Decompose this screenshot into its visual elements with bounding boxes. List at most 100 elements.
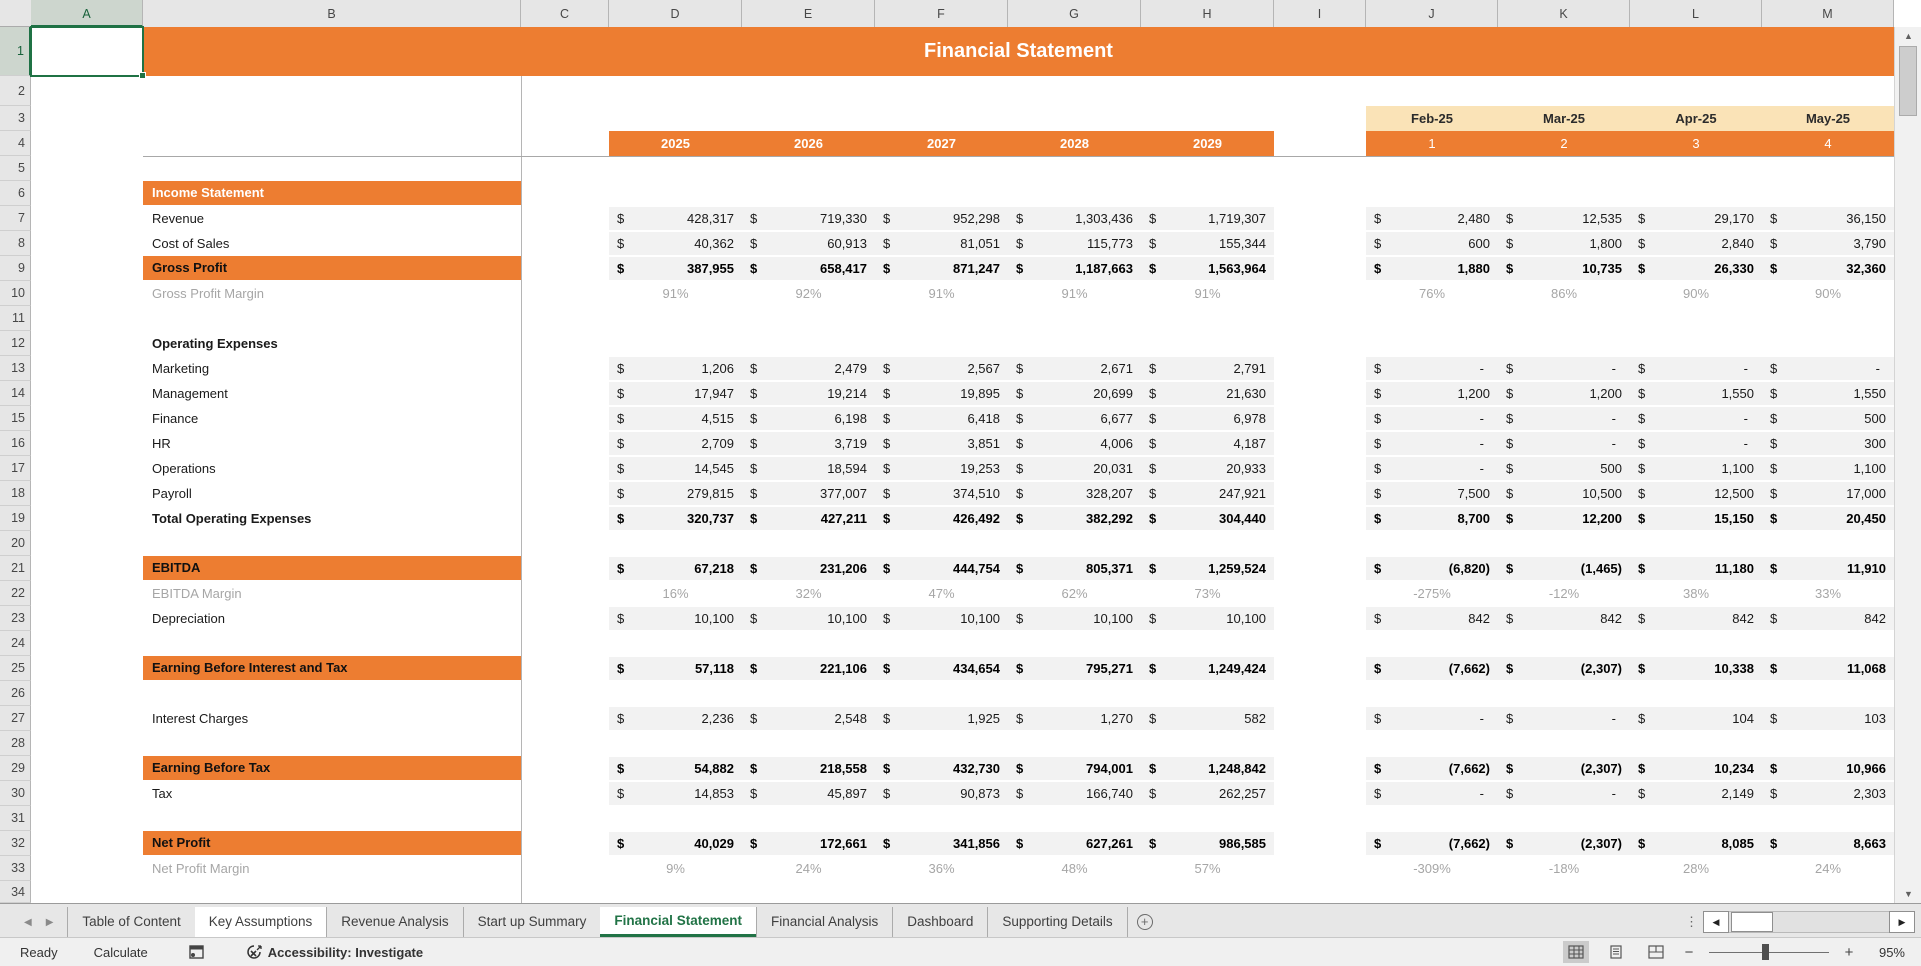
cell-currency[interactable]: $719,330: [742, 206, 875, 231]
cell-currency[interactable]: $ -: [1498, 406, 1630, 431]
cell-currency[interactable]: $10,100: [609, 606, 742, 631]
row-label-cost-of-sales[interactable]: Cost of Sales: [152, 236, 230, 251]
cell-percent[interactable]: 24%: [795, 861, 822, 876]
cell-currency[interactable]: $19,895: [875, 381, 1008, 406]
cell-currency[interactable]: $842: [1366, 606, 1498, 631]
cell-currency[interactable]: $247,921: [1141, 481, 1274, 506]
cell-percent[interactable]: 90%: [1814, 286, 1842, 301]
row-header-16[interactable]: 16: [0, 431, 31, 456]
row-header-6[interactable]: 6: [0, 181, 31, 206]
zoom-in-button[interactable]: +: [1844, 943, 1854, 961]
sheet-nav-right-icon[interactable]: ▶: [45, 916, 54, 928]
cell-currency[interactable]: $20,031: [1008, 456, 1141, 481]
row-label-ebitda[interactable]: EBITDA: [143, 556, 521, 580]
cell-currency[interactable]: $842: [1498, 606, 1630, 631]
cell-currency[interactable]: $8,700: [1366, 506, 1498, 531]
row-label-total-operating-expenses[interactable]: Total Operating Expenses: [152, 511, 312, 526]
cell-currency[interactable]: $952,298: [875, 206, 1008, 231]
status-calculate-button[interactable]: Calculate: [93, 944, 148, 960]
row-label-earning-before-tax[interactable]: Earning Before Tax: [143, 756, 521, 780]
cell-currency[interactable]: $20,933: [1141, 456, 1274, 481]
cell-currency[interactable]: $3,719: [742, 431, 875, 456]
cell-currency[interactable]: $1,187,663: [1008, 256, 1141, 281]
cell-percent[interactable]: 62%: [1061, 586, 1088, 601]
cell-currency[interactable]: $10,500: [1498, 481, 1630, 506]
column-header-I[interactable]: I: [1274, 0, 1366, 27]
row-label-interest-charges[interactable]: Interest Charges: [152, 711, 249, 726]
cell-currency[interactable]: $2,548: [742, 706, 875, 731]
cell-currency[interactable]: $2,479: [742, 356, 875, 381]
cell-currency[interactable]: $ (7,662): [1366, 831, 1498, 856]
cell-currency[interactable]: $90,873: [875, 781, 1008, 806]
cell-currency[interactable]: $300: [1762, 431, 1894, 456]
cell-percent[interactable]: 57%: [1194, 861, 1221, 876]
cell-percent[interactable]: 92%: [795, 286, 822, 301]
cell-percent[interactable]: 76%: [1418, 286, 1446, 301]
cell-currency[interactable]: $ -: [1366, 431, 1498, 456]
cell-currency[interactable]: $12,535: [1498, 206, 1630, 231]
cell-currency[interactable]: $ -: [1366, 356, 1498, 381]
hscroll-track[interactable]: [1729, 911, 1889, 933]
cell-percent[interactable]: 47%: [928, 586, 955, 601]
row-header-34[interactable]: 34: [0, 881, 31, 903]
cell-currency[interactable]: $166,740: [1008, 781, 1141, 806]
cell-currency[interactable]: $45,897: [742, 781, 875, 806]
cell-percent[interactable]: 73%: [1194, 586, 1221, 601]
cell-percent[interactable]: 9%: [666, 861, 685, 876]
row-label-operating-expenses[interactable]: Operating Expenses: [152, 336, 278, 351]
column-header-J[interactable]: J: [1366, 0, 1498, 27]
cell-currency[interactable]: $1,259,524: [1141, 556, 1274, 581]
row-label-hr[interactable]: HR: [152, 436, 171, 451]
row-header-24[interactable]: 24: [0, 631, 31, 656]
cell-currency[interactable]: $2,236: [609, 706, 742, 731]
cell-currency[interactable]: $ -: [1498, 356, 1630, 381]
column-header-L[interactable]: L: [1630, 0, 1762, 27]
cell-currency[interactable]: $ -: [1762, 356, 1894, 381]
cell-currency[interactable]: $387,955: [609, 256, 742, 281]
cell-currency[interactable]: $20,699: [1008, 381, 1141, 406]
cell-currency[interactable]: $1,925: [875, 706, 1008, 731]
sheet-grid[interactable]: Financial Statement 2025 2026 2027 2028 2029…: [31, 27, 1894, 903]
row-label-management[interactable]: Management: [152, 386, 228, 401]
cell-currency[interactable]: $115,773: [1008, 231, 1141, 256]
cell-currency[interactable]: $ -: [1366, 456, 1498, 481]
cell-currency[interactable]: $794,001: [1008, 756, 1141, 781]
column-header-A[interactable]: A: [31, 0, 143, 27]
cell-currency[interactable]: $10,966: [1762, 756, 1894, 781]
row-label-marketing[interactable]: Marketing: [152, 361, 210, 376]
row-header-3[interactable]: 3: [0, 106, 31, 131]
zoom-level-button[interactable]: 95%: [1878, 944, 1905, 960]
row-label-finance[interactable]: Finance: [152, 411, 199, 426]
cell-currency[interactable]: $8,663: [1762, 831, 1894, 856]
cell-currency[interactable]: $341,856: [875, 831, 1008, 856]
row-header-19[interactable]: 19: [0, 506, 31, 531]
cell-currency[interactable]: $842: [1630, 606, 1762, 631]
column-header-E[interactable]: E: [742, 0, 875, 27]
cell-currency[interactable]: $ -: [1498, 431, 1630, 456]
row-label-revenue[interactable]: Revenue: [152, 211, 205, 226]
row-header-33[interactable]: 33: [0, 856, 31, 881]
row-label-income-statement[interactable]: Income Statement: [143, 181, 521, 205]
row-header-28[interactable]: 28: [0, 731, 31, 756]
new-sheet-button[interactable]: +: [1128, 907, 1162, 937]
cell-currency[interactable]: $2,709: [609, 431, 742, 456]
cell-currency[interactable]: $ -: [1366, 781, 1498, 806]
cell-currency[interactable]: $4,187: [1141, 431, 1274, 456]
horizontal-scrollbar[interactable]: ◀ ▶: [1703, 911, 1915, 933]
cell-currency[interactable]: $627,261: [1008, 831, 1141, 856]
column-header-K[interactable]: K: [1498, 0, 1630, 27]
cell-currency[interactable]: $19,253: [875, 456, 1008, 481]
sheet-tab-financial-statement[interactable]: Financial Statement: [600, 907, 756, 937]
cell-currency[interactable]: $ -: [1630, 406, 1762, 431]
cell-currency[interactable]: $6,198: [742, 406, 875, 431]
cell-percent[interactable]: 24%: [1814, 861, 1842, 876]
cell-currency[interactable]: $ (1,465): [1498, 556, 1630, 581]
cell-currency[interactable]: $1,100: [1762, 456, 1894, 481]
cell-currency[interactable]: $500: [1762, 406, 1894, 431]
cell-currency[interactable]: $1,800: [1498, 231, 1630, 256]
macro-record-icon[interactable]: [184, 941, 210, 963]
row-header-27[interactable]: 27: [0, 706, 31, 731]
cell-currency[interactable]: $ -: [1630, 431, 1762, 456]
row-label-ebitda-margin[interactable]: EBITDA Margin: [152, 586, 242, 601]
cell-currency[interactable]: $172,661: [742, 831, 875, 856]
